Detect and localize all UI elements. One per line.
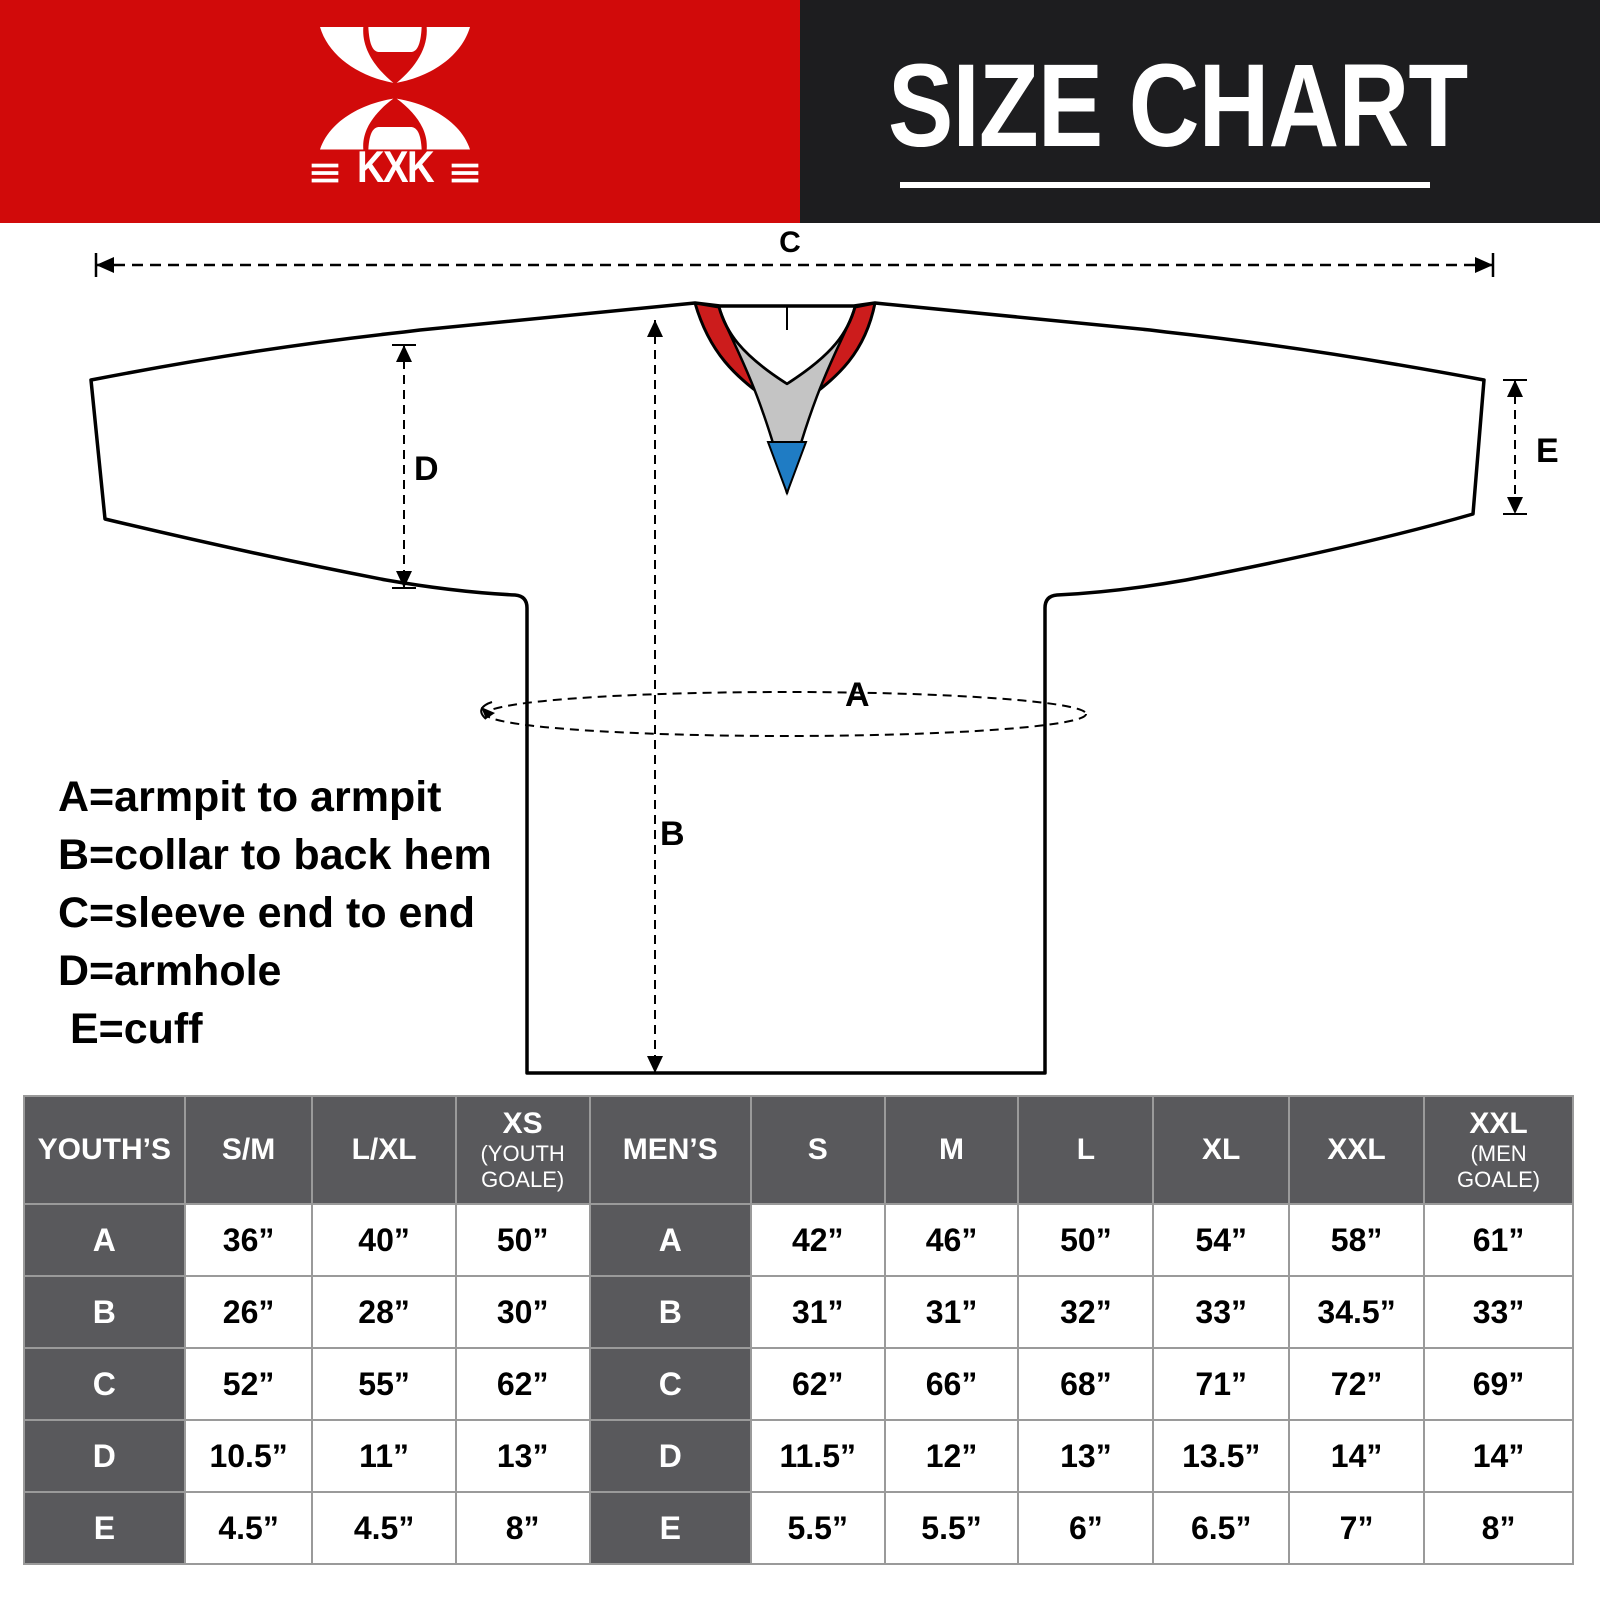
svg-text:E: E <box>1536 432 1559 470</box>
svg-text:A: A <box>845 676 870 714</box>
svg-text:D: D <box>414 450 439 488</box>
svg-text:C: C <box>779 226 801 259</box>
svg-text:B: B <box>660 815 685 853</box>
